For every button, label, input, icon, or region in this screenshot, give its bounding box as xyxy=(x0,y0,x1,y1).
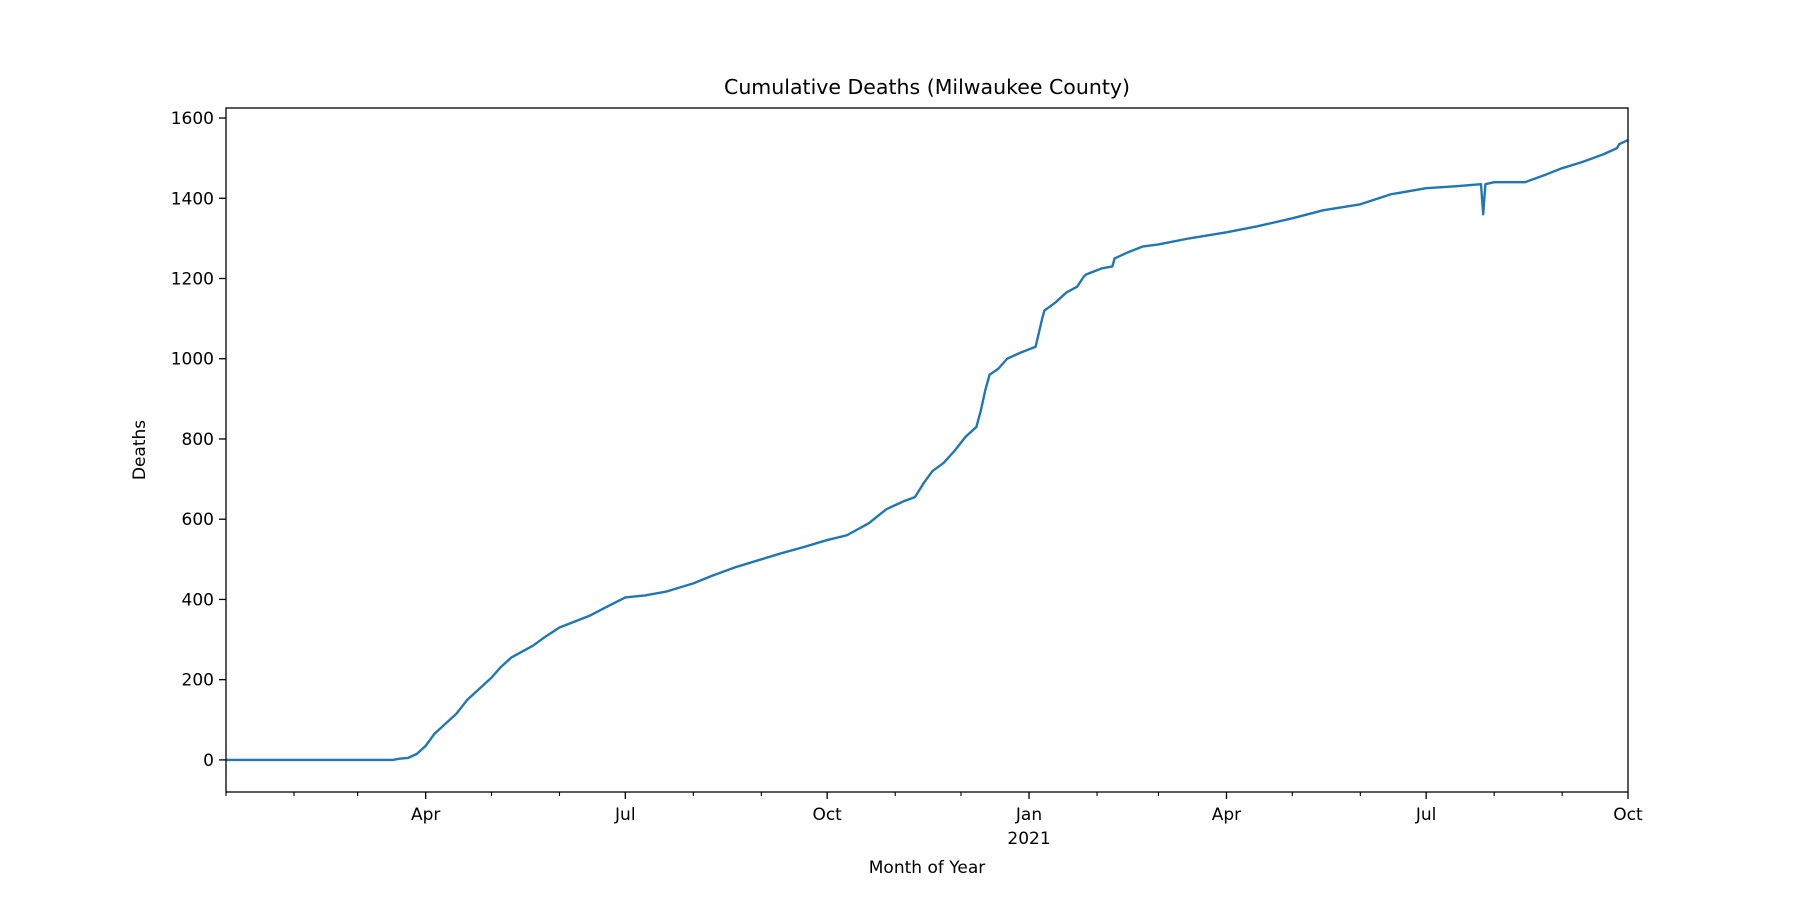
x-tick-label: Oct xyxy=(1613,805,1643,825)
x-tick-label: Jan xyxy=(1015,805,1042,825)
y-tick-label: 800 xyxy=(182,430,214,450)
x-axis-ticks: Apr Jul Oct Jan Apr Jul Oct xyxy=(225,792,1643,825)
x-year-label: 2021 xyxy=(1007,829,1050,849)
y-tick-label: 1400 xyxy=(171,189,214,209)
x-tick-label: Jul xyxy=(614,805,636,825)
plot-frame xyxy=(225,107,1629,793)
series-line-cumulative-deaths xyxy=(226,138,1629,762)
x-tick-label: Apr xyxy=(411,805,440,825)
y-tick-label: 400 xyxy=(182,590,214,610)
chart-title: Cumulative Deaths (Milwaukee County) xyxy=(724,75,1130,99)
x-tick-label: Oct xyxy=(812,805,842,825)
y-tick-label: 1200 xyxy=(171,269,214,289)
x-tick-label: Apr xyxy=(1212,805,1241,825)
y-tick-label: 1000 xyxy=(171,350,214,370)
y-tick-label: 1600 xyxy=(171,109,214,129)
y-tick-label: 0 xyxy=(203,751,214,771)
y-tick-label: 600 xyxy=(182,510,214,530)
y-axis-ticks: 0 200 400 600 800 1000 1200 1400 1600 xyxy=(171,109,226,771)
x-axis-title: Month of Year xyxy=(869,858,985,878)
y-tick-label: 200 xyxy=(182,671,214,691)
x-tick-label: Jul xyxy=(1415,805,1437,825)
y-axis-title: Deaths xyxy=(130,420,150,480)
